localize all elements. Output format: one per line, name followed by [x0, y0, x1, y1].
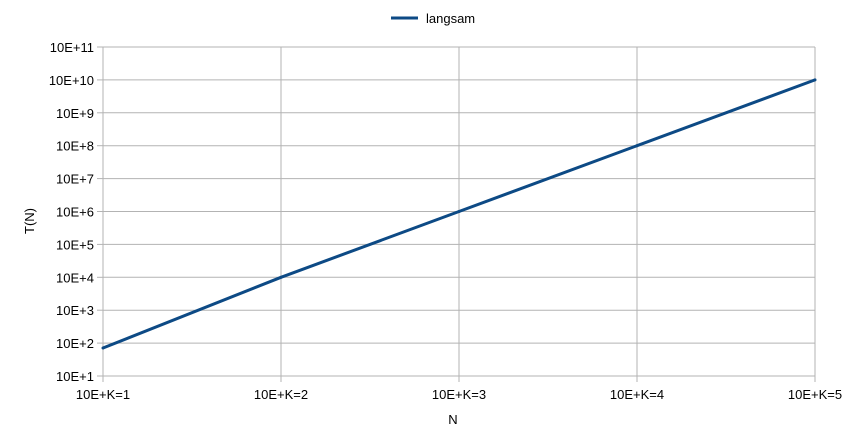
x-axis-title: N [448, 412, 457, 427]
y-tick-label: 10E+10 [49, 73, 94, 88]
y-tick-label: 10E+7 [56, 172, 94, 187]
data-point [279, 275, 283, 279]
grid [97, 46, 816, 382]
y-tick-label: 10E+4 [56, 270, 94, 285]
y-tick-label: 10E+2 [56, 336, 94, 351]
series [101, 78, 817, 350]
y-axis-title: T(N) [22, 208, 37, 234]
y-tick-label: 10E+3 [56, 303, 94, 318]
data-point [101, 346, 105, 350]
data-point [457, 210, 461, 213]
x-tick-label: 10E+K=2 [254, 387, 308, 402]
y-tick-label: 10E+5 [56, 237, 94, 252]
y-axis-ticks: 10E+1 10E+2 10E+3 10E+4 10E+5 10E+6 10E+7 10E+8… [49, 40, 94, 384]
legend: langsam [391, 11, 475, 26]
x-tick-label: 10E+K=5 [788, 387, 842, 402]
data-point [813, 78, 817, 82]
data-point [635, 144, 639, 148]
x-tick-label: 10E+K=1 [76, 387, 130, 402]
y-tick-label: 10E+8 [56, 139, 94, 154]
legend-label-langsam: langsam [426, 11, 475, 26]
x-tick-label: 10E+K=3 [432, 387, 486, 402]
x-axis-ticks: 10E+K=1 10E+K=2 10E+K=3 10E+K=4 10E+K=5 [76, 387, 842, 402]
x-tick-label: 10E+K=4 [610, 387, 664, 402]
y-tick-label: 10E+1 [56, 369, 94, 384]
y-tick-label: 10E+11 [50, 40, 94, 55]
y-tick-label: 10E+6 [56, 205, 94, 220]
y-tick-label: 10E+9 [56, 106, 94, 121]
